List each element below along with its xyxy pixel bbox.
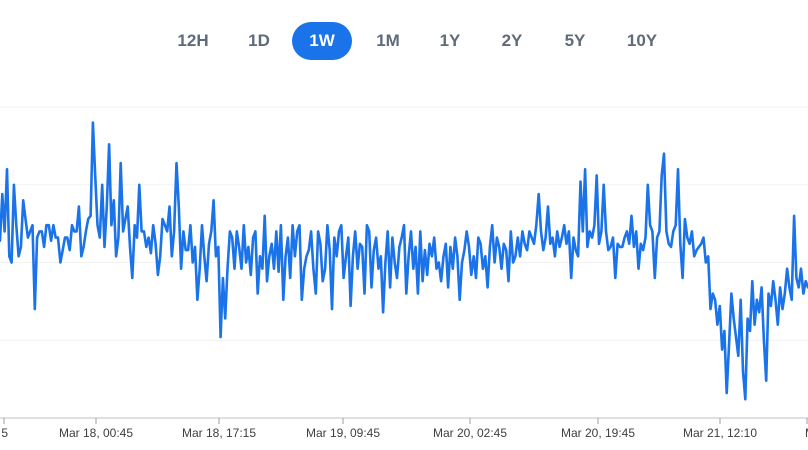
x-tick-label: Mar 19, 09:45 (306, 426, 380, 440)
range-button-1w[interactable]: 1W (292, 22, 352, 60)
x-axis-tick-labels: 5 Mar 18, 00:45 Mar 18, 17:15 Mar 19, 09:45… (1, 426, 808, 440)
range-button-5y[interactable]: 5Y (564, 31, 586, 50)
x-tick-label: Mar 20, 19:45 (561, 426, 635, 440)
range-button-2y[interactable]: 2Y (501, 31, 523, 50)
x-tick-label: Mar 20, 02:45 (433, 426, 507, 440)
range-button-1y[interactable]: 1Y (439, 31, 461, 50)
x-tick-label: 5 (1, 426, 8, 440)
time-range-selector: 12H 1D 1W 1M 1Y 2Y 5Y 10Y (0, 22, 808, 60)
x-axis (3, 418, 808, 424)
range-button-12h[interactable]: 12H (177, 31, 209, 50)
x-tick-label: Mar 21, 12:10 (683, 426, 757, 440)
range-button-10y[interactable]: 10Y (626, 31, 658, 50)
range-button-1d[interactable]: 1D (248, 31, 270, 50)
series-line (0, 121, 808, 401)
x-tick-label: M (805, 426, 808, 440)
x-tick-label: Mar 18, 00:45 (59, 426, 133, 440)
x-tick-label: Mar 18, 17:15 (182, 426, 256, 440)
range-button-1m[interactable]: 1M (376, 31, 400, 50)
